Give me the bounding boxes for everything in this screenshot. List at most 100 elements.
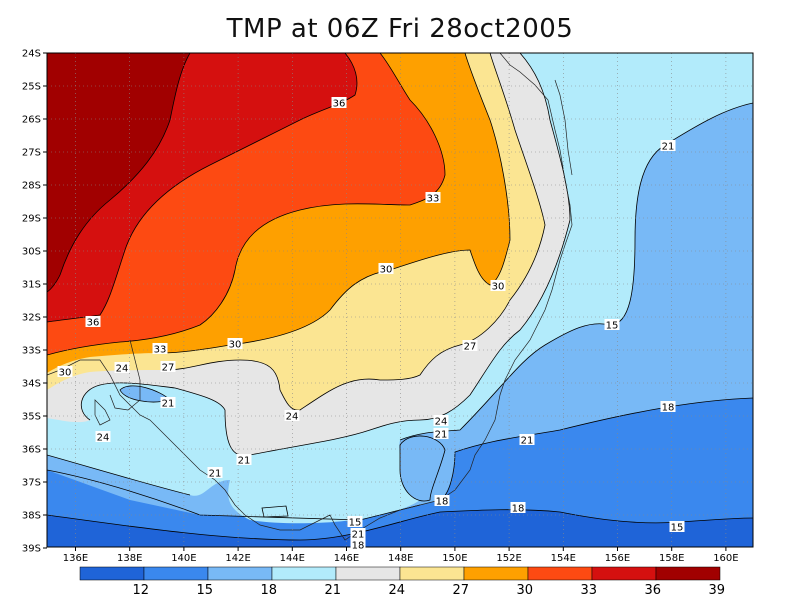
lat-tick-label: 36S	[22, 445, 41, 456]
svg-text:36: 36	[333, 99, 346, 110]
colorbar-label: 15	[197, 583, 214, 598]
svg-text:15: 15	[349, 518, 362, 529]
contour-label: 30	[57, 366, 73, 379]
lon-tick-label: 144E	[280, 553, 305, 564]
contour-label: 27	[462, 340, 478, 353]
contour-label: 36	[85, 316, 101, 329]
svg-text:18: 18	[352, 541, 365, 552]
svg-text:30: 30	[229, 340, 242, 351]
colorbar-swatch	[655, 566, 721, 581]
contour-label: 21	[519, 434, 535, 447]
lat-tick-label: 39S	[22, 544, 41, 555]
svg-text:18: 18	[436, 497, 449, 508]
contour-label: 15	[604, 319, 620, 332]
svg-text:18: 18	[512, 504, 525, 515]
band-12-15	[47, 509, 753, 547]
svg-text:15: 15	[671, 523, 684, 534]
lat-tick-label: 31S	[22, 280, 41, 291]
contour-label: 21	[236, 454, 252, 467]
lat-tick-label: 29S	[22, 214, 41, 225]
contour-label: 21	[207, 467, 223, 480]
contour-label: 24	[433, 415, 449, 428]
lat-tick-label: 25S	[22, 82, 41, 93]
contour-label: 33	[152, 343, 168, 356]
contour-label: 15	[347, 516, 363, 529]
contour-label: 18	[510, 502, 526, 515]
contour-label: 27	[160, 361, 176, 374]
contour-label: 24	[95, 431, 111, 444]
band-pocket-east	[400, 435, 445, 501]
svg-text:24: 24	[435, 417, 448, 428]
svg-text:27: 27	[162, 363, 175, 374]
lon-tick-label: 142E	[225, 553, 250, 564]
svg-text:21: 21	[662, 142, 675, 153]
lon-tick-label: 138E	[117, 553, 142, 564]
colorbar-swatch	[463, 566, 529, 581]
contour-label: 24	[284, 410, 300, 423]
svg-text:30: 30	[492, 282, 505, 293]
svg-text:33: 33	[427, 194, 440, 205]
map-title: TMP at 06Z Fri 28oct2005	[226, 14, 574, 44]
lat-tick-label: 38S	[22, 511, 41, 522]
lon-tick-label: 140E	[171, 553, 196, 564]
contour-label: 24	[114, 362, 130, 375]
svg-text:21: 21	[162, 399, 175, 410]
contour-label: 18	[434, 495, 450, 508]
lon-tick-label: 154E	[551, 553, 576, 564]
colorbar-label: 36	[645, 583, 662, 598]
band-39-42	[47, 53, 190, 292]
svg-text:24: 24	[116, 364, 129, 375]
svg-text:21: 21	[352, 530, 365, 541]
colorbar-label: 21	[325, 583, 342, 598]
longitude-axis: 136E 138E 140E 142E 144E 146E 148E 150E 152E 154E…	[63, 547, 739, 564]
contour-fill-layer	[47, 53, 753, 547]
lon-tick-label: 136E	[63, 553, 88, 564]
contour-label: 18	[350, 539, 366, 552]
grid-lines	[47, 53, 753, 547]
contour-label: 15	[669, 521, 685, 534]
colorbar: 12 15 18 21 24 27 30 33 36 39	[79, 566, 725, 598]
svg-text:30: 30	[380, 265, 393, 276]
contour-label: 21	[350, 528, 366, 541]
svg-text:33: 33	[154, 345, 167, 356]
svg-text:24: 24	[286, 412, 299, 423]
svg-text:27: 27	[464, 342, 477, 353]
lon-tick-label: 148E	[388, 553, 413, 564]
latitude-axis: 24S 25S 26S 27S 28S 29S 30S 31S 32S 33S 34S 35S 36S 3…	[22, 49, 47, 555]
colorbar-swatch	[399, 566, 465, 581]
colorbar-swatch	[527, 566, 593, 581]
colorbar-swatch	[79, 566, 145, 581]
contour-label: 33	[425, 192, 441, 205]
contour-label: 36	[331, 97, 347, 110]
contour-label: 21	[160, 397, 176, 410]
contour-label: 21	[660, 140, 676, 153]
lat-tick-label: 28S	[22, 181, 41, 192]
lat-tick-label: 37S	[22, 478, 41, 489]
lat-tick-label: 24S	[22, 49, 41, 60]
svg-text:21: 21	[238, 456, 251, 467]
colorbar-swatch	[207, 566, 273, 581]
contour-label: 30	[490, 280, 506, 293]
lon-tick-label: 156E	[605, 553, 630, 564]
colorbar-swatch	[591, 566, 657, 581]
svg-text:21: 21	[435, 430, 448, 441]
coastline	[47, 53, 573, 541]
svg-text:36: 36	[87, 318, 100, 329]
colorbar-label: 24	[389, 583, 406, 598]
colorbar-label: 12	[133, 583, 150, 598]
lon-tick-label: 160E	[713, 553, 738, 564]
lat-tick-label: 26S	[22, 115, 41, 126]
lat-tick-label: 32S	[22, 313, 41, 324]
svg-text:18: 18	[662, 403, 675, 414]
lat-tick-label: 33S	[22, 346, 41, 357]
lon-tick-label: 150E	[442, 553, 467, 564]
contour-label: 30	[227, 338, 243, 351]
lat-tick-label: 27S	[22, 148, 41, 159]
colorbar-swatch	[271, 566, 337, 581]
colorbar-label: 18	[261, 583, 278, 598]
lat-tick-label: 35S	[22, 412, 41, 423]
lon-tick-label: 152E	[496, 553, 521, 564]
contour-label: 30	[378, 263, 394, 276]
